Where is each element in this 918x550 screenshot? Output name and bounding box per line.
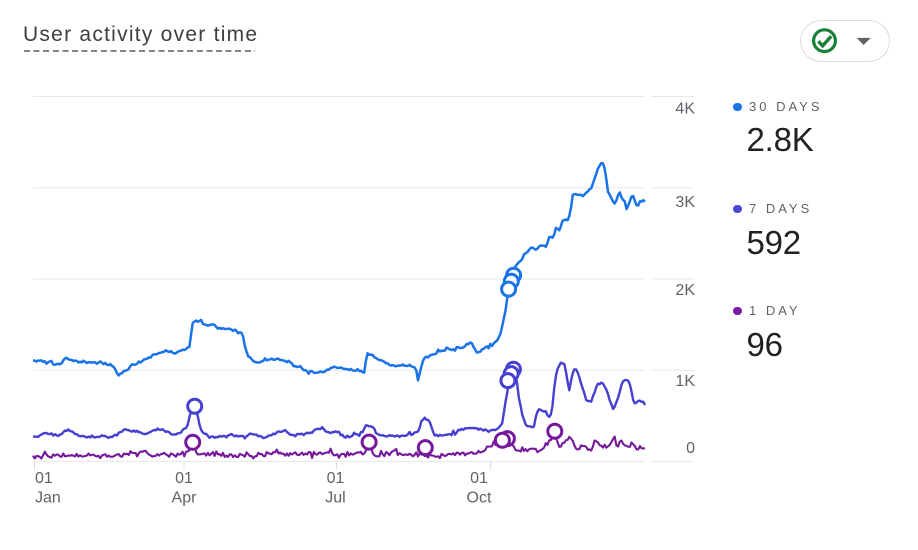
svg-text:01: 01 (35, 470, 53, 487)
svg-text:01: 01 (470, 470, 488, 487)
svg-text:4K: 4K (675, 101, 695, 118)
svg-text:Apr: Apr (172, 489, 198, 506)
svg-text:1K: 1K (675, 373, 695, 390)
svg-text:Oct: Oct (467, 489, 492, 506)
svg-text:3K: 3K (675, 194, 695, 211)
svg-text:0: 0 (686, 440, 695, 457)
svg-text:01: 01 (175, 470, 193, 487)
svg-text:2K: 2K (675, 282, 695, 299)
svg-text:Jul: Jul (325, 489, 345, 506)
svg-text:01: 01 (327, 470, 345, 487)
svg-text:Jan: Jan (35, 489, 61, 506)
